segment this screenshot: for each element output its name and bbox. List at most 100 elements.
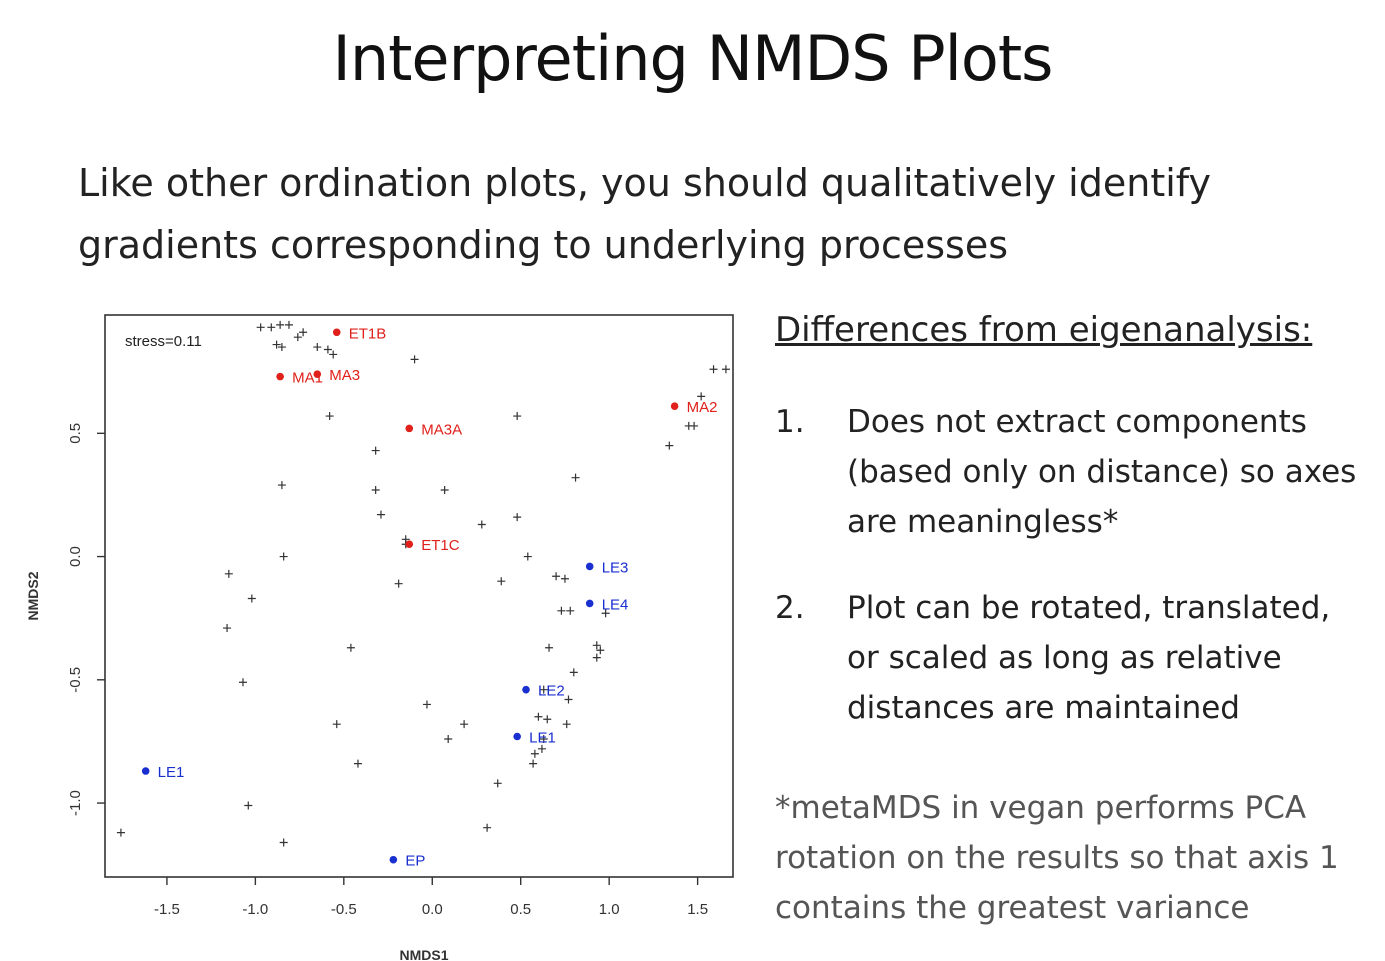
species-cross-point [665, 441, 674, 450]
difference-item-text: Does not extract components (based only … [847, 404, 1357, 540]
x-tick-label: 1.0 [599, 901, 620, 918]
species-cross-point [534, 712, 543, 721]
x-tick-label: 0.5 [510, 901, 531, 918]
species-cross-point [276, 320, 285, 329]
site-point [585, 562, 594, 571]
y-tick-label: -1.0 [67, 790, 84, 816]
site-point-label: EP [405, 853, 425, 870]
species-cross-point [601, 609, 610, 618]
species-cross-point [539, 685, 548, 694]
site-point-label: MA3 [329, 367, 360, 384]
y-tick-label: 0.5 [67, 423, 84, 444]
site-point [313, 370, 322, 378]
species-cross-point [545, 643, 554, 652]
y-tick-label: -0.5 [67, 667, 84, 693]
site-point [405, 540, 414, 549]
site-point-label: LE1 [158, 764, 185, 781]
species-cross-point [394, 579, 403, 588]
site-point-label: LE2 [538, 683, 565, 700]
species-cross-point [279, 838, 288, 847]
species-cross-point [279, 552, 288, 561]
intro-text: Like other ordination plots, you should … [78, 161, 1211, 267]
footnote: *metaMDS in vegan performs PCA rotation … [775, 790, 1339, 926]
species-cross-point [493, 779, 502, 788]
site-point [405, 424, 414, 433]
species-cross-point [267, 323, 276, 332]
species-cross-point [523, 552, 532, 561]
species-cross-point [562, 720, 571, 729]
species-cross-point [592, 653, 601, 662]
site-point [389, 855, 398, 864]
species-cross-point [460, 720, 469, 729]
species-cross-point [543, 715, 552, 724]
species-cross-point [244, 801, 253, 810]
species-cross-point [313, 343, 322, 352]
species-cross-point [709, 365, 718, 374]
site-point [276, 372, 284, 381]
species-cross-point [477, 520, 486, 529]
x-tick-label: -0.5 [331, 901, 357, 918]
species-cross-point [560, 574, 569, 583]
species-cross-point [277, 343, 286, 352]
species-cross-point [323, 345, 332, 354]
species-cross-point [697, 392, 706, 401]
species-cross-point [376, 510, 385, 519]
difference-item-number: 1. [775, 404, 805, 440]
species-cross-point [483, 823, 492, 832]
species-cross-point [224, 569, 233, 578]
species-cross-point [247, 594, 256, 603]
x-tick-label: -1.5 [154, 901, 180, 918]
species-cross-point [293, 333, 302, 342]
species-cross-point [566, 606, 575, 615]
x-axis-label: NMDS1 [399, 947, 448, 961]
species-cross-point [513, 513, 522, 522]
species-cross-point [272, 340, 281, 349]
species-cross-point [529, 759, 538, 768]
species-cross-point [422, 700, 431, 709]
x-tick-label: 1.5 [687, 901, 708, 918]
species-cross-point [690, 421, 699, 430]
site-point [585, 599, 594, 608]
y-tick-label: 0.0 [67, 546, 84, 567]
site-point-label: LE3 [602, 559, 629, 576]
x-tick-label: -1.0 [242, 901, 268, 918]
species-cross-point [238, 678, 247, 687]
nmds-scatter-plot: -1.5 -1.0 -0.5 0.0 0.5 1.0 1.5 -1.0 -0.5 0.0 0.5 NM… [25, 314, 734, 961]
species-cross-point [564, 695, 573, 704]
site-point [141, 767, 150, 775]
differences-heading: Differences from eigenanalysis: [775, 310, 1313, 350]
species-cross-point [353, 759, 362, 768]
species-cross-point [371, 446, 380, 455]
species-cross-point [530, 749, 539, 758]
page-title: Interpreting NMDS Plots [332, 22, 1054, 95]
stress-annotation: stress=0.11 [125, 333, 202, 350]
species-cross-point [346, 643, 355, 652]
species-cross-point [539, 734, 548, 743]
site-point [522, 685, 530, 694]
species-cross-point [596, 646, 605, 655]
species-cross-point [537, 744, 546, 753]
species-cross-point [444, 734, 453, 743]
site-point [670, 402, 679, 411]
species-cross-point [325, 412, 334, 421]
site-point [513, 732, 521, 741]
species-cross-point [440, 486, 449, 495]
species-cross-point [552, 572, 561, 581]
species-cross-point [410, 355, 419, 364]
species-cross-point [116, 828, 125, 837]
site-point-label: LE1 [529, 730, 556, 747]
species-cross-point [256, 323, 265, 332]
plot-frame [104, 314, 734, 878]
species-cross-point [284, 320, 293, 329]
species-cross-point [329, 350, 338, 359]
y-axis-label: NMDS2 [25, 571, 41, 620]
species-cross-point [513, 412, 522, 421]
site-point [332, 328, 341, 337]
species-cross-point [569, 668, 578, 677]
site-point-label: LE4 [602, 596, 629, 613]
species-cross-point [223, 624, 232, 633]
difference-item-number: 2. [775, 590, 805, 626]
species-cross-point [571, 473, 580, 482]
species-cross-point [721, 365, 730, 374]
site-point-label: MA3A [421, 421, 462, 438]
